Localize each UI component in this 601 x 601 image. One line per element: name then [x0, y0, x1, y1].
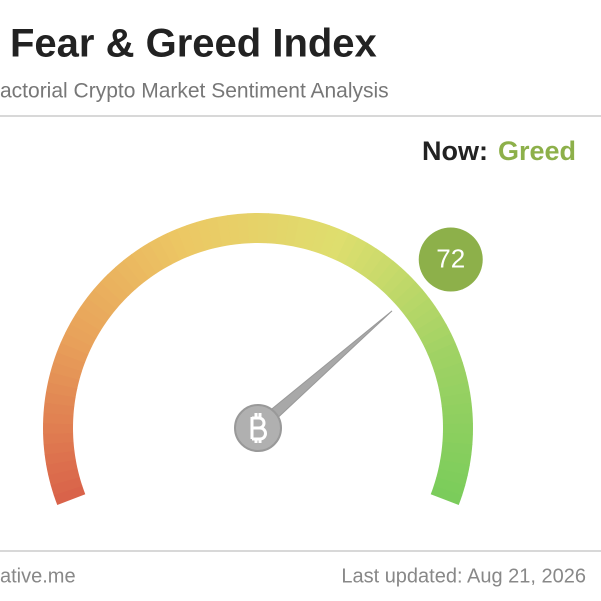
arc-segment: [186, 221, 206, 254]
classification: Greed: [498, 136, 576, 166]
arc-segment: [438, 382, 471, 398]
arc-segment: [387, 274, 417, 303]
arc-segment: [50, 476, 83, 496]
arc-segment: [69, 314, 101, 339]
arc-segment: [176, 225, 197, 257]
arc-segment: [399, 289, 430, 317]
arc-segment: [275, 214, 290, 246]
gauge-arc: [43, 213, 473, 506]
arc-segment: [148, 237, 173, 269]
arc-segment: [441, 402, 473, 416]
arc-segment: [60, 332, 93, 355]
arc-segment: [167, 228, 189, 261]
footer-source: ative.me: [0, 565, 76, 587]
arc-segment: [50, 361, 83, 380]
arc-segment: [56, 342, 89, 363]
arc-segment: [302, 219, 321, 251]
arc-segment: [336, 233, 359, 265]
arc-segment: [44, 450, 76, 465]
arc-segment: [427, 342, 460, 364]
arc-segment: [93, 281, 123, 310]
arc-segment: [440, 450, 472, 466]
arc-segment: [431, 352, 463, 372]
arc-segment: [415, 314, 447, 339]
arc-segment: [419, 323, 452, 347]
arc-segment: [80, 297, 112, 324]
arc-segment: [266, 213, 280, 244]
arc-segment: [380, 267, 409, 297]
subtitle: actorial Crypto Market Sentiment Analysi…: [0, 80, 389, 103]
arc-segment: [359, 248, 386, 279]
arc-segment: [100, 274, 129, 303]
value-badge: [418, 227, 483, 292]
title: Fear & Greed Index: [10, 22, 377, 66]
arc-segment: [47, 371, 80, 389]
arc-segment: [293, 217, 311, 249]
footer-updated: Last updated: Aug 21, 2026: [341, 565, 586, 587]
arc-segment: [131, 248, 157, 279]
arc-segment: [45, 381, 78, 398]
arc-segment: [434, 362, 466, 381]
arc-segment: [139, 242, 165, 274]
arc-segment: [284, 215, 300, 247]
arc-segment: [433, 477, 466, 496]
arc-segment: [436, 372, 469, 390]
arc-segment: [115, 260, 143, 290]
arc-segment: [53, 485, 86, 506]
arc-segment: [75, 305, 106, 331]
arc-segment: [344, 237, 368, 269]
arc-segment: [423, 333, 456, 356]
arc-segment: [405, 297, 436, 324]
arc-segment: [53, 351, 86, 372]
arc-segment: [86, 289, 117, 317]
arc-segment: [226, 213, 241, 245]
arc-segment: [366, 254, 394, 285]
arc-segment: [436, 468, 468, 486]
arc-segment: [438, 459, 470, 476]
arc-segment: [319, 225, 340, 257]
arc-segment: [48, 468, 80, 486]
arc-segment: [46, 459, 78, 476]
arc-segment: [107, 266, 136, 296]
arc-segment: [123, 253, 150, 284]
arc-segment: [196, 219, 215, 251]
arc-segment: [43, 402, 75, 416]
arc-segment: [351, 242, 377, 274]
arc-segment: [441, 441, 473, 456]
arc-segment: [43, 432, 74, 445]
arc-segment: [43, 441, 75, 455]
value-label: 72: [436, 243, 465, 273]
arc-segment: [65, 323, 97, 347]
arc-segment: [373, 260, 402, 291]
arc-segment: [44, 391, 76, 407]
arc-segment: [442, 433, 473, 445]
arc-segment: [216, 215, 232, 247]
arc-segment: [430, 485, 463, 506]
arc-segment: [393, 281, 423, 310]
arc-segment: [310, 222, 330, 254]
arc-segment: [410, 306, 442, 332]
arc-segment: [440, 392, 472, 407]
arc-segment: [327, 228, 350, 261]
arc-segment: [237, 213, 250, 244]
arc-segment: [157, 232, 181, 265]
bitcoin-icon: [250, 413, 267, 443]
now-label: Now:: [422, 136, 488, 166]
arc-segment: [206, 216, 223, 249]
